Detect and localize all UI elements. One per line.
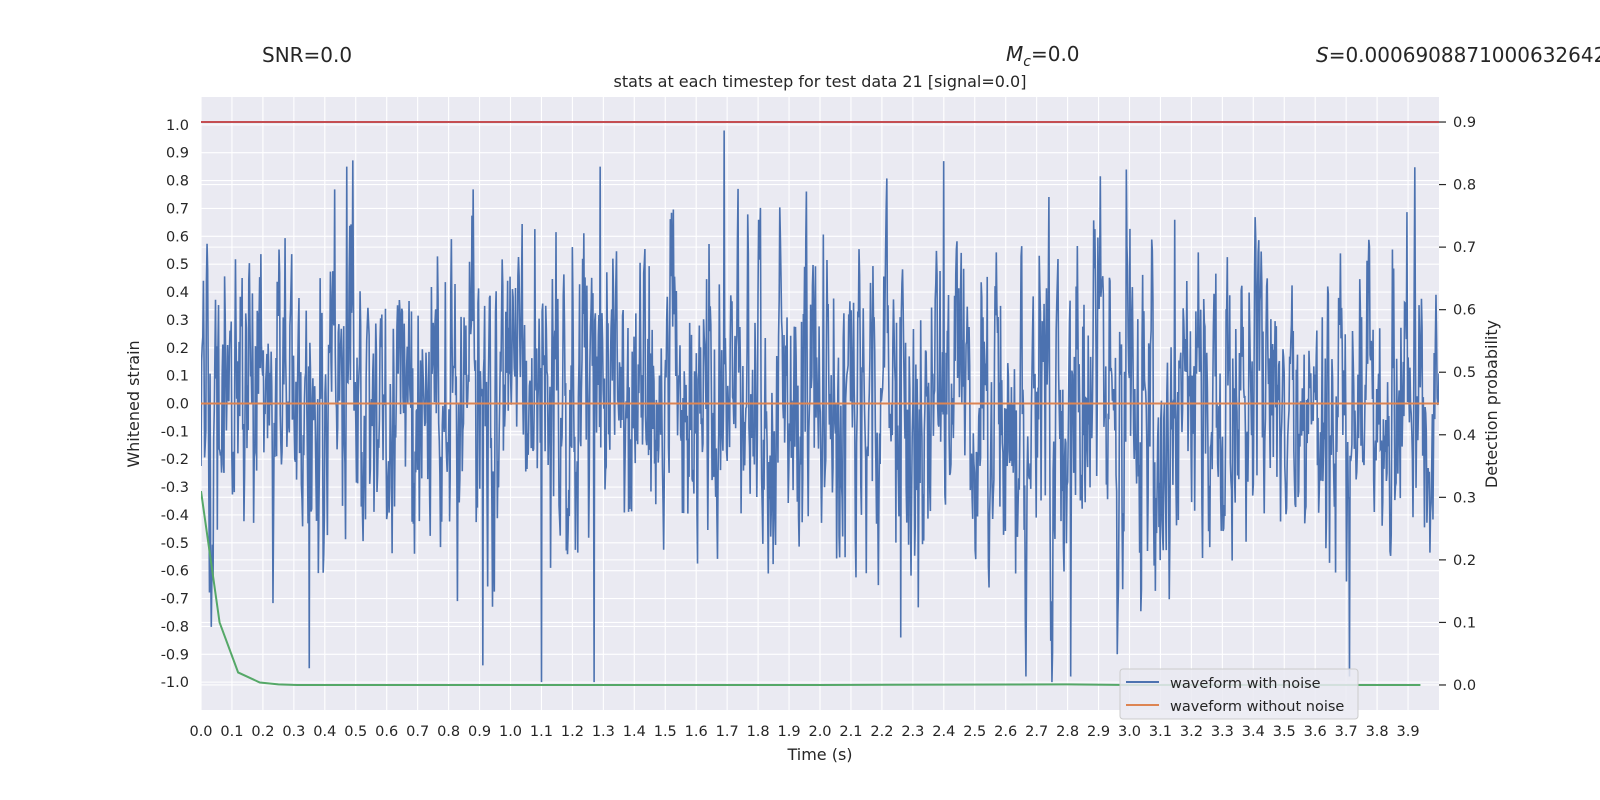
- y-tick-label: 0.1: [166, 369, 189, 385]
- y-tick-label: 0.8: [166, 174, 189, 190]
- y-tick-label: -0.5: [161, 536, 189, 552]
- chirp-mass-label: Mc=0.0: [1006, 42, 1080, 70]
- chirp-mass-value: =0.0: [1031, 42, 1080, 66]
- legend-box: [1119, 668, 1359, 720]
- x-axis-label: Time (s): [786, 745, 852, 764]
- y-tick-label: 0.4: [166, 285, 189, 301]
- x-tick-label: 1.7: [716, 724, 739, 740]
- y-axis-label: Whitened strain: [124, 340, 143, 467]
- x-tick-label: 3.0: [1118, 724, 1141, 740]
- chirp-mass-symbol: M: [1006, 42, 1023, 66]
- y-tick-label: -1.0: [161, 675, 189, 691]
- legend-label-clean: waveform without noise: [1170, 699, 1344, 715]
- x-tick-label: 1.4: [623, 724, 646, 740]
- x-tick-label: 1.1: [530, 724, 553, 740]
- legend-label-noisy: waveform with noise: [1170, 676, 1321, 692]
- y2-axis-ticks: 0.9 0.8 0.7 0.6 0.5 0.4 0.3 0.2 0.1 0.0: [1439, 115, 1476, 694]
- y2-tick-label: 0.9: [1453, 115, 1476, 131]
- chart-title: stats at each timestep for test data 21 …: [614, 72, 1027, 91]
- y-tick-label: -0.7: [161, 592, 189, 608]
- y-tick-label: 0.7: [166, 201, 189, 217]
- chirp-mass-subscript: c: [1023, 54, 1031, 70]
- y-tick-label: -0.9: [161, 647, 189, 663]
- x-tick-label: 2.1: [839, 724, 862, 740]
- noisy-waveform-line: [201, 130, 1439, 683]
- x-tick-label: 0.4: [313, 724, 336, 740]
- y2-tick-label: 0.1: [1453, 615, 1476, 631]
- x-tick-label: 0.7: [406, 724, 429, 740]
- y2-tick-label: 0.5: [1453, 365, 1476, 381]
- s-stat-value: =0.0006908871000632642: [1329, 43, 1600, 67]
- y-tick-label: -0.6: [161, 564, 189, 580]
- x-tick-label: 2.3: [901, 724, 924, 740]
- x-tick-label: 0.2: [251, 724, 274, 740]
- x-tick-label: 3.5: [1273, 724, 1296, 740]
- x-tick-label: 0.6: [375, 724, 398, 740]
- y2-tick-label: 0.7: [1453, 240, 1476, 256]
- x-tick-label: 1.8: [747, 724, 770, 740]
- y-tick-label: 0.2: [166, 341, 189, 357]
- y-tick-label: 0.3: [166, 313, 189, 329]
- x-tick-label: 2.7: [1025, 724, 1048, 740]
- x-axis-ticks: 0.0 0.1 0.2 0.3 0.4 0.5 0.6 0.7 0.8 0.9 1.0 1.1 1.2 1…: [189, 724, 1419, 740]
- x-tick-label: 1.9: [778, 724, 801, 740]
- s-stat-symbol: S: [1316, 43, 1329, 67]
- x-tick-label: 1.0: [499, 724, 522, 740]
- x-tick-label: 3.8: [1366, 724, 1389, 740]
- y-tick-label: -0.1: [161, 424, 189, 440]
- legend: waveform with noise waveform without noi…: [1119, 668, 1359, 720]
- x-tick-label: 3.4: [1242, 724, 1265, 740]
- x-tick-label: 3.1: [1149, 724, 1172, 740]
- x-tick-label: 0.9: [468, 724, 491, 740]
- x-tick-label: 1.5: [654, 724, 677, 740]
- x-tick-label: 2.2: [870, 724, 893, 740]
- y2-axis-label: Detection probability: [1482, 320, 1501, 488]
- x-tick-label: 3.3: [1211, 724, 1234, 740]
- x-tick-label: 2.0: [808, 724, 831, 740]
- y-tick-label: 0.9: [166, 146, 189, 162]
- x-tick-label: 0.8: [437, 724, 460, 740]
- x-tick-label: 2.9: [1087, 724, 1110, 740]
- x-tick-label: 3.7: [1335, 724, 1358, 740]
- y2-tick-label: 0.4: [1453, 428, 1476, 444]
- x-tick-label: 0.5: [344, 724, 367, 740]
- y-tick-label: -0.3: [161, 480, 189, 496]
- y-tick-label: 1.0: [166, 118, 189, 134]
- snr-label: SNR=0.0: [262, 43, 352, 67]
- y2-tick-label: 0.6: [1453, 303, 1476, 319]
- s-stat-label: S=0.0006908871000632642: [1316, 43, 1600, 67]
- x-tick-label: 2.6: [994, 724, 1017, 740]
- x-tick-label: 0.3: [282, 724, 305, 740]
- x-tick-label: 1.6: [685, 724, 708, 740]
- x-tick-label: 0.0: [189, 724, 212, 740]
- x-tick-label: 3.2: [1180, 724, 1203, 740]
- y2-tick-label: 0.2: [1453, 553, 1476, 569]
- x-tick-label: 1.3: [592, 724, 615, 740]
- x-tick-label: 3.9: [1397, 724, 1420, 740]
- x-tick-label: 0.1: [220, 724, 243, 740]
- x-tick-label: 3.6: [1304, 724, 1327, 740]
- x-tick-label: 1.2: [561, 724, 584, 740]
- y-tick-label: -0.2: [161, 452, 189, 468]
- y-tick-label: -0.4: [161, 508, 189, 524]
- y-tick-label: 0.0: [166, 397, 189, 413]
- y-axis-ticks: 1.0 0.9 0.8 0.7 0.6 0.5 0.4 0.3 0.2 0.1 0.0 -0.1 -0.…: [161, 118, 189, 691]
- y2-tick-label: 0.3: [1453, 490, 1476, 506]
- x-tick-label: 2.5: [963, 724, 986, 740]
- y2-tick-label: 0.8: [1453, 178, 1476, 194]
- y-tick-label: 0.5: [166, 257, 189, 273]
- y-tick-label: -0.8: [161, 619, 189, 635]
- y2-tick-label: 0.0: [1453, 678, 1476, 694]
- y-tick-label: 0.6: [166, 229, 189, 245]
- x-tick-label: 2.4: [932, 724, 955, 740]
- x-tick-label: 2.8: [1056, 724, 1079, 740]
